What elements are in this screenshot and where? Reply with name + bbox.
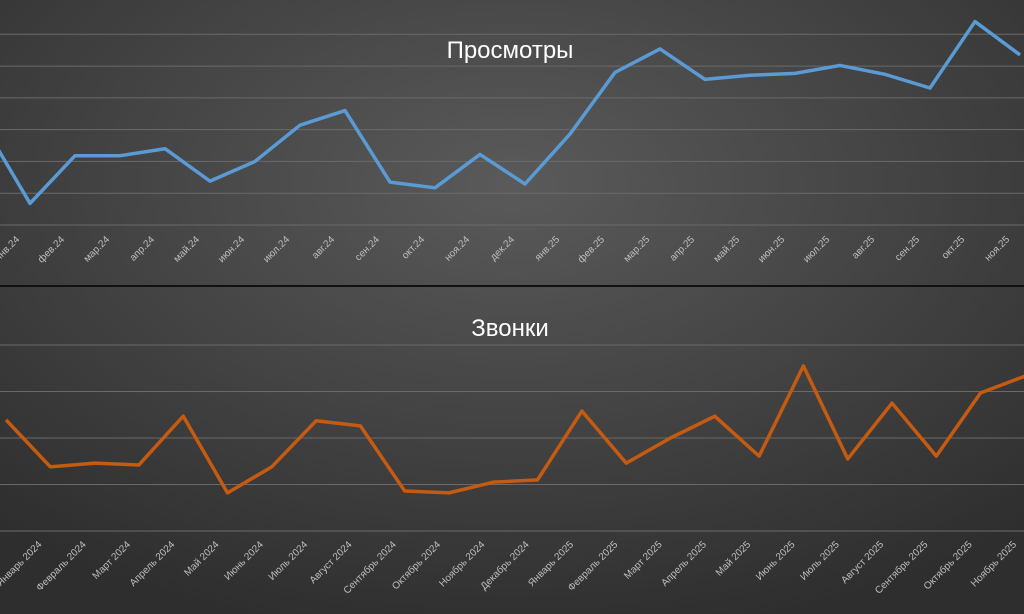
series-line: [0, 19, 1022, 206]
series-line: [4, 364, 1024, 495]
chart-title: Звонки: [471, 315, 548, 342]
chart-title: Просмотры: [447, 37, 574, 64]
